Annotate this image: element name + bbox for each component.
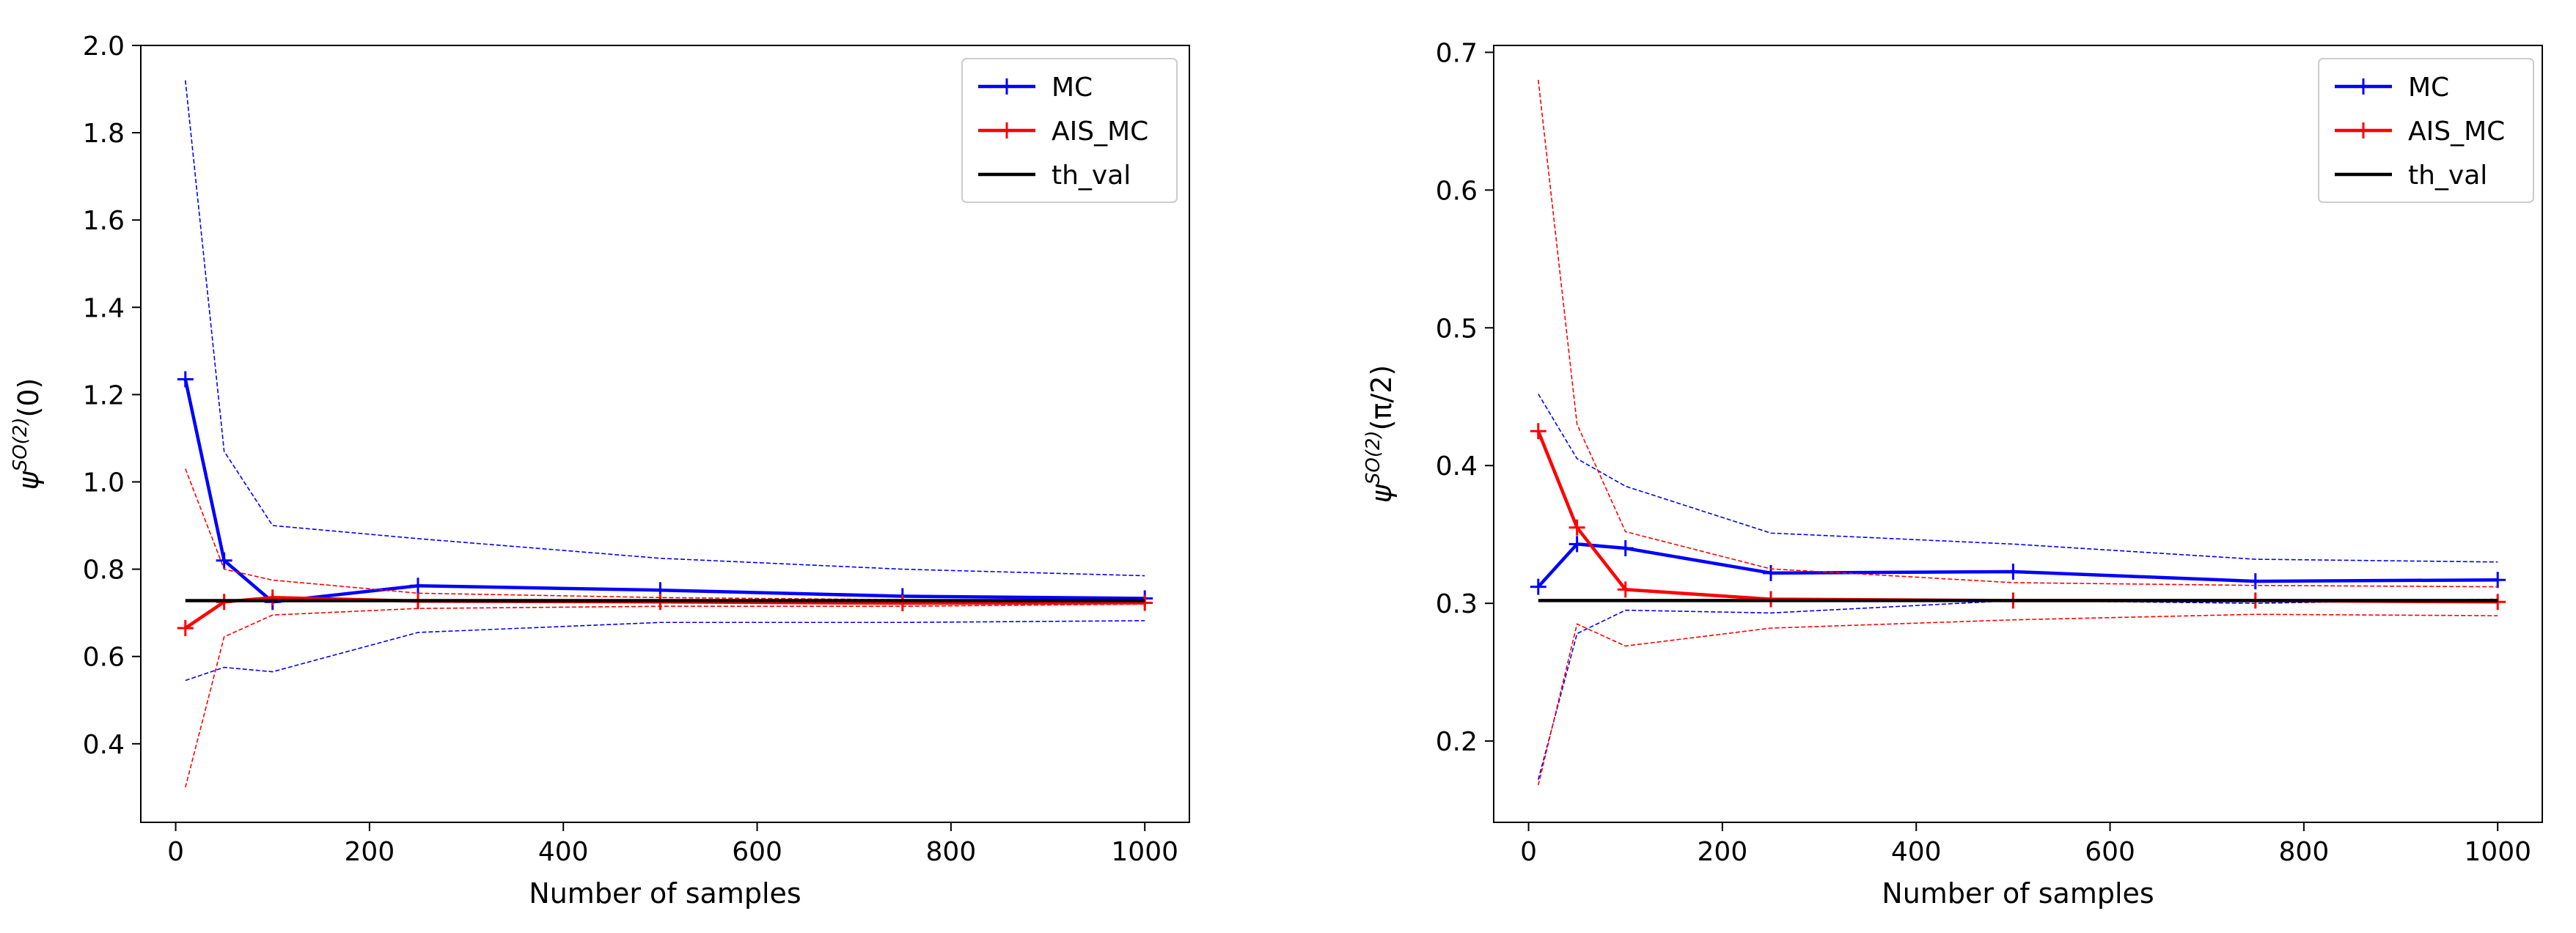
- legend-label-th-val: th_val: [2408, 161, 2487, 191]
- x-axis-title: Number of samples: [1882, 877, 2154, 910]
- chart-panel-2: 0 200 400 600 800 1000 0.2 0.3 0.4 0.5 0.6 0.7 Numbe…: [1362, 38, 2543, 910]
- y-tick-label: 0.8: [83, 556, 125, 586]
- legend-label-mc: MC: [2408, 73, 2449, 103]
- series-line-mc-lower: [185, 620, 1145, 682]
- x-tick-label: 0: [1520, 837, 1537, 867]
- x-tick-label: 600: [732, 837, 782, 867]
- y-tick-label: 0.6: [1436, 176, 1478, 206]
- legend-box: [2318, 58, 2534, 203]
- y-tick-label: 1.4: [83, 293, 125, 323]
- series-line-ais-mc-upper: [1537, 79, 2498, 588]
- data-point-ais-mc: [264, 589, 281, 606]
- plot-frame: [1493, 45, 2543, 823]
- legend-label-mc: MC: [1052, 73, 1093, 103]
- x-tick-label: 200: [345, 837, 395, 867]
- x-tick-label: 600: [2085, 837, 2135, 867]
- y-tick-label: 0.5: [1436, 314, 1478, 344]
- data-point-mc: [409, 578, 426, 594]
- legend-label-ais-mc: AIS_MC: [2408, 117, 2505, 147]
- y-tick-label: 1.2: [83, 380, 125, 410]
- data-point-mc: [1568, 536, 1585, 553]
- x-tick-label: 1000: [2464, 837, 2531, 867]
- series-line-mc: [183, 379, 1145, 604]
- y-tick-label: 1.8: [83, 119, 125, 149]
- data-point-ais-mc: [1617, 581, 1634, 598]
- x-tick-label: 800: [926, 837, 977, 867]
- series-line-ais-mc-lower: [1538, 613, 2498, 786]
- x-tick-label: 800: [2279, 837, 2330, 867]
- legend-marker-mc: [999, 78, 1015, 95]
- chart-panel-1: 0 200 400 600 800 1000 0.4 0.6 0.8 1.0 1.2 1.4 1.6 1.…: [10, 32, 1190, 910]
- y-axis-title: ψSO(2)(π/2): [1362, 365, 1398, 503]
- y-tick-label: 1.6: [83, 206, 125, 236]
- y-tick-label: 0.7: [1436, 38, 1478, 68]
- y-tick-label: 0.3: [1436, 589, 1478, 619]
- data-point-ais-mc: [1137, 594, 1153, 611]
- legend-box: [961, 58, 1178, 203]
- series-line-ais-mc: [1536, 430, 2498, 604]
- legend-marker-ais-mc: [999, 122, 1015, 139]
- y-tick-label: 0.2: [1436, 727, 1478, 757]
- plot-frame: [140, 45, 1190, 823]
- data-point-mc: [2489, 572, 2506, 589]
- legend: MC AIS_MC th_val: [2318, 58, 2534, 203]
- legend-label-th-val: th_val: [1052, 161, 1131, 191]
- data-point-mc: [1530, 578, 1546, 595]
- x-axis-title: Number of samples: [529, 877, 801, 910]
- data-point-mc: [1762, 564, 1779, 581]
- y-axis-title: ψSO(2)(0): [10, 378, 45, 490]
- y-tick-label: 1.0: [83, 468, 125, 498]
- data-point-mc: [216, 552, 232, 569]
- legend-marker-ais-mc: [2355, 122, 2371, 139]
- data-point-ais-mc: [1568, 519, 1585, 536]
- data-point-ais-mc: [894, 595, 911, 612]
- series-line-mc-upper: [184, 80, 1145, 577]
- series-line-mc: [1537, 542, 2498, 589]
- x-tick-label: 400: [1891, 837, 1942, 867]
- y-tick-label: 2.0: [83, 32, 125, 62]
- data-point-mc: [1617, 539, 1634, 556]
- legend: MC AIS_MC th_val: [961, 58, 1178, 203]
- data-point-mc: [2247, 573, 2264, 590]
- legend-marker-mc: [2355, 78, 2371, 95]
- data-point-mc: [177, 371, 194, 388]
- series-line-mc-lower: [1538, 598, 2498, 780]
- x-tick-label: 0: [167, 837, 184, 867]
- series-line-ais-mc-upper: [185, 468, 1145, 601]
- data-point-ais-mc: [177, 620, 194, 636]
- series-line-mc-upper: [1538, 394, 2498, 563]
- y-tick-label: 0.4: [83, 730, 125, 760]
- x-tick-label: 200: [1698, 837, 1748, 867]
- y-tick-label: 0.4: [1436, 451, 1478, 482]
- series-line-ais-mc-lower: [185, 603, 1145, 788]
- x-tick-label: 1000: [1111, 837, 1178, 867]
- data-point-ais-mc: [1530, 423, 1546, 440]
- x-tick-label: 400: [538, 837, 589, 867]
- data-point-mc: [2005, 563, 2022, 580]
- legend-label-ais-mc: AIS_MC: [1052, 117, 1148, 147]
- y-tick-label: 0.6: [83, 643, 125, 673]
